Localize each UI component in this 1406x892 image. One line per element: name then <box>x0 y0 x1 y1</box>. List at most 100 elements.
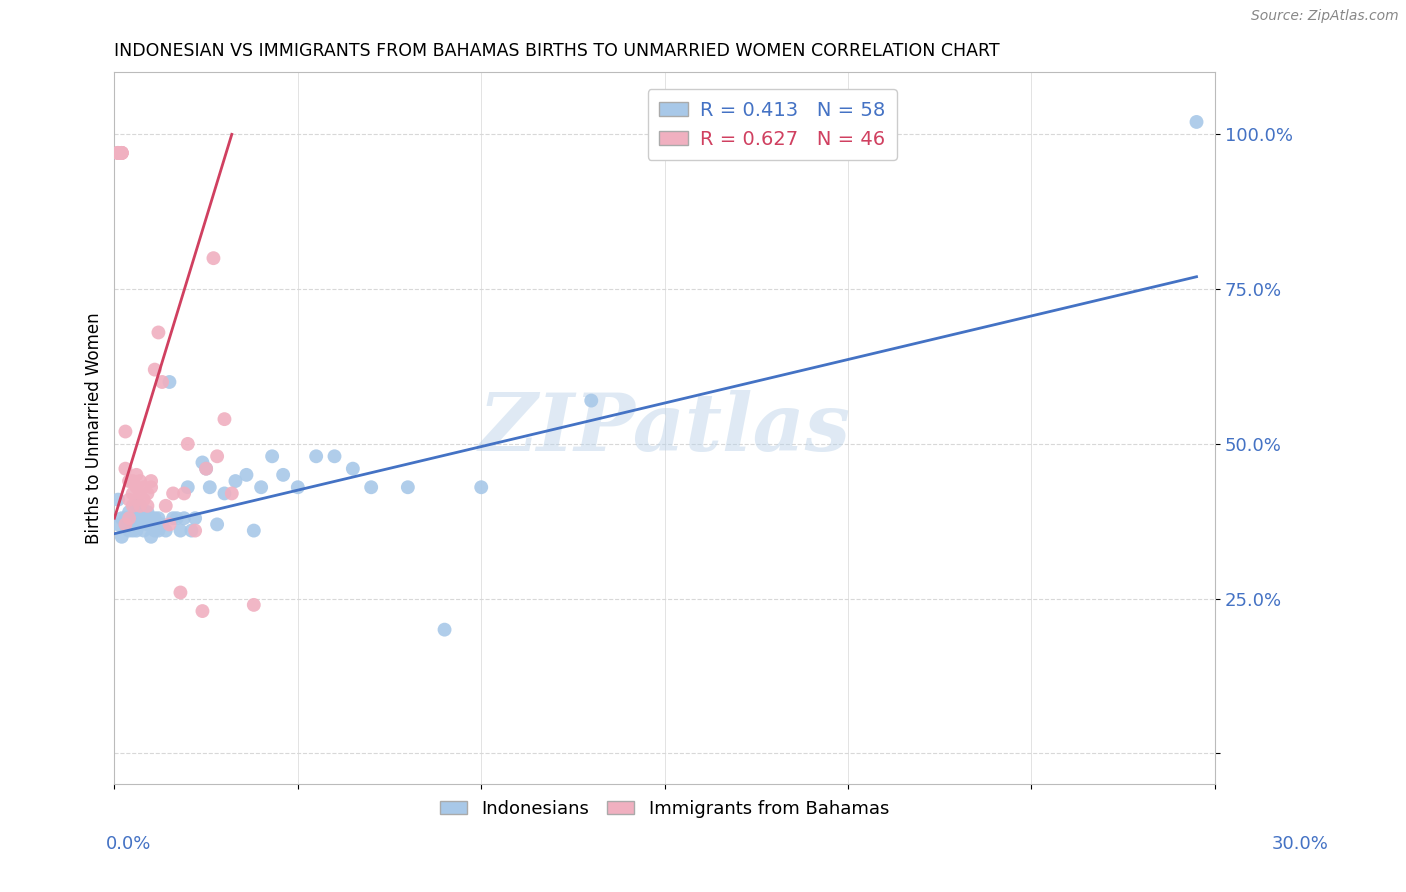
Legend: Indonesians, Immigrants from Bahamas: Indonesians, Immigrants from Bahamas <box>433 793 897 825</box>
Point <box>169 585 191 599</box>
Point <box>143 524 166 538</box>
Point <box>433 623 456 637</box>
Point <box>129 511 152 525</box>
Point <box>107 492 129 507</box>
Point <box>125 499 148 513</box>
Point <box>132 524 155 538</box>
Point <box>159 375 181 389</box>
Point <box>143 362 166 376</box>
Point <box>214 412 236 426</box>
Point <box>184 524 207 538</box>
Point <box>243 524 266 538</box>
Point <box>125 511 148 525</box>
Point <box>159 517 181 532</box>
Point <box>107 145 129 160</box>
Point <box>121 499 143 513</box>
Point <box>470 480 492 494</box>
Point <box>143 511 166 525</box>
Point <box>111 530 134 544</box>
Point <box>180 524 202 538</box>
Point <box>271 467 294 482</box>
Point <box>118 505 141 519</box>
Point <box>581 393 603 408</box>
Point <box>173 486 195 500</box>
Point <box>155 499 177 513</box>
Point <box>114 517 136 532</box>
Point <box>132 492 155 507</box>
Point <box>136 505 159 519</box>
Point <box>111 145 134 160</box>
Point <box>139 474 162 488</box>
Point <box>125 492 148 507</box>
Point <box>396 480 419 494</box>
Point <box>243 598 266 612</box>
Point <box>162 486 184 500</box>
Point <box>136 499 159 513</box>
Point <box>150 375 173 389</box>
Point <box>114 425 136 439</box>
Point <box>221 486 243 500</box>
Point <box>114 517 136 532</box>
Point <box>139 480 162 494</box>
Y-axis label: Births to Unmarried Women: Births to Unmarried Women <box>86 312 103 544</box>
Point <box>129 499 152 513</box>
Point <box>125 467 148 482</box>
Point <box>224 474 246 488</box>
Point <box>191 604 214 618</box>
Point <box>136 517 159 532</box>
Point <box>177 437 200 451</box>
Text: 30.0%: 30.0% <box>1272 835 1329 853</box>
Point <box>360 480 382 494</box>
Point <box>118 474 141 488</box>
Point <box>129 517 152 532</box>
Point <box>195 461 218 475</box>
Point <box>305 450 328 464</box>
Point <box>148 524 170 538</box>
Point <box>111 145 134 160</box>
Point <box>114 461 136 475</box>
Point <box>184 511 207 525</box>
Point <box>121 524 143 538</box>
Point <box>148 326 170 340</box>
Point <box>262 450 284 464</box>
Point <box>198 480 221 494</box>
Point <box>214 486 236 500</box>
Point <box>129 486 152 500</box>
Point <box>107 517 129 532</box>
Point <box>323 450 346 464</box>
Point <box>191 455 214 469</box>
Text: 0.0%: 0.0% <box>105 835 150 853</box>
Point <box>139 530 162 544</box>
Point <box>129 499 152 513</box>
Point <box>1185 115 1208 129</box>
Point <box>132 480 155 494</box>
Text: INDONESIAN VS IMMIGRANTS FROM BAHAMAS BIRTHS TO UNMARRIED WOMEN CORRELATION CHAR: INDONESIAN VS IMMIGRANTS FROM BAHAMAS BI… <box>114 42 1000 60</box>
Point <box>148 511 170 525</box>
Point <box>139 511 162 525</box>
Point <box>111 145 134 160</box>
Point <box>195 461 218 475</box>
Point <box>205 450 228 464</box>
Point <box>169 524 191 538</box>
Point <box>121 474 143 488</box>
Point <box>162 511 184 525</box>
Point <box>121 486 143 500</box>
Point <box>250 480 273 494</box>
Text: Source: ZipAtlas.com: Source: ZipAtlas.com <box>1251 9 1399 22</box>
Point <box>107 145 129 160</box>
Point <box>114 511 136 525</box>
Point <box>111 145 134 160</box>
Point <box>136 486 159 500</box>
Point <box>205 517 228 532</box>
Point <box>111 511 134 525</box>
Point <box>125 480 148 494</box>
Point <box>125 524 148 538</box>
Point <box>177 480 200 494</box>
Text: ZIPatlas: ZIPatlas <box>478 390 851 467</box>
Point <box>107 145 129 160</box>
Point <box>235 467 257 482</box>
Point <box>287 480 309 494</box>
Point <box>118 524 141 538</box>
Point <box>118 492 141 507</box>
Point <box>342 461 364 475</box>
